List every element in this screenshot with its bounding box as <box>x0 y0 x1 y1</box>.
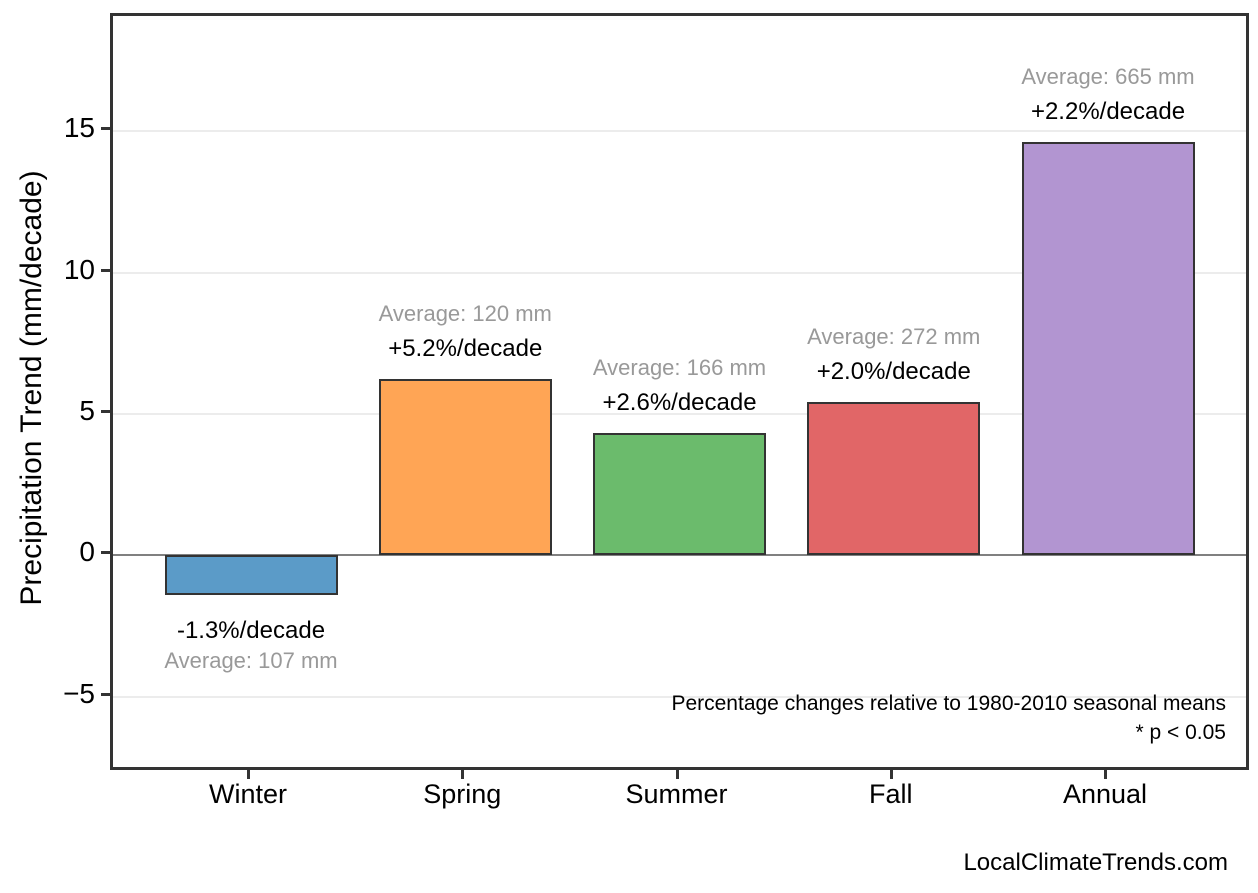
x-tick-mark-winter <box>247 770 250 779</box>
y-tick-label-15: 15 <box>63 112 95 144</box>
average-label-spring: Average: 120 mm <box>378 301 552 327</box>
x-tick-mark-spring <box>461 770 465 779</box>
average-label-fall: Average: 272 mm <box>807 323 981 349</box>
y-tick-mark-10 <box>101 268 110 272</box>
gridline-15 <box>113 130 1246 133</box>
bar-fall <box>807 401 981 556</box>
y-axis-title-text: Precipitation Trend (mm/decade) <box>15 170 48 606</box>
x-tick-mark-summer <box>675 770 679 779</box>
watermark: LocalClimateTrends.com <box>963 849 1228 876</box>
footnote: Percentage changes relative to 1980-2010… <box>671 689 1226 747</box>
plot-panel: Percentage changes relative to 1980-2010… <box>110 13 1249 770</box>
average-label-summer: Average: 166 mm <box>592 355 767 381</box>
y-tick-label--5: −5 <box>63 677 95 709</box>
bar-spring <box>378 379 552 556</box>
percent-label-fall: +2.0%/decade <box>816 357 971 385</box>
average-label-annual: Average: 665 mm <box>1021 63 1195 89</box>
gridline-5 <box>113 413 1246 416</box>
gridline-10 <box>113 271 1246 274</box>
x-axis-label-winter: Winter <box>208 779 288 809</box>
percent-label-spring: +5.2%/decade <box>388 335 543 363</box>
bar-winter <box>164 555 338 595</box>
x-axis-label-summer: Summer <box>625 779 728 809</box>
footnote-line-1: Percentage changes relative to 1980-2010… <box>671 692 1226 715</box>
x-tick-mark-annual <box>1104 770 1107 779</box>
y-tick-mark--5 <box>101 692 110 696</box>
zero-line <box>113 554 1246 557</box>
percent-label-annual: +2.2%/decade <box>1030 97 1186 125</box>
average-label-winter: Average: 107 mm <box>164 647 338 673</box>
y-tick-label-5: 5 <box>79 395 95 427</box>
y-tick-mark-15 <box>101 127 110 131</box>
gridline--5 <box>113 695 1246 698</box>
x-axis-label-fall: Fall <box>868 779 913 809</box>
x-axis-label-annual: Annual <box>1062 779 1148 809</box>
x-axis-label-spring: Spring <box>423 779 502 809</box>
y-tick-mark-0 <box>101 551 110 555</box>
percent-label-winter: -1.3%/decade <box>176 616 326 644</box>
y-tick-mark-5 <box>101 410 110 414</box>
y-tick-label-10: 10 <box>63 253 95 285</box>
footnote-line-2: * p < 0.05 <box>1135 721 1227 744</box>
bar-annual <box>1021 141 1195 556</box>
y-tick-label-0: 0 <box>79 536 95 568</box>
percent-label-summer: +2.6%/decade <box>602 389 757 417</box>
bar-summer <box>593 433 766 556</box>
x-tick-mark-fall <box>889 770 893 779</box>
